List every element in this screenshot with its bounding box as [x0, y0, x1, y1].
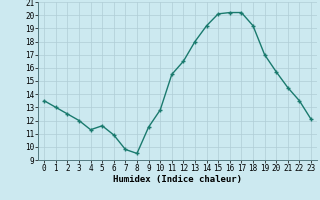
- X-axis label: Humidex (Indice chaleur): Humidex (Indice chaleur): [113, 175, 242, 184]
